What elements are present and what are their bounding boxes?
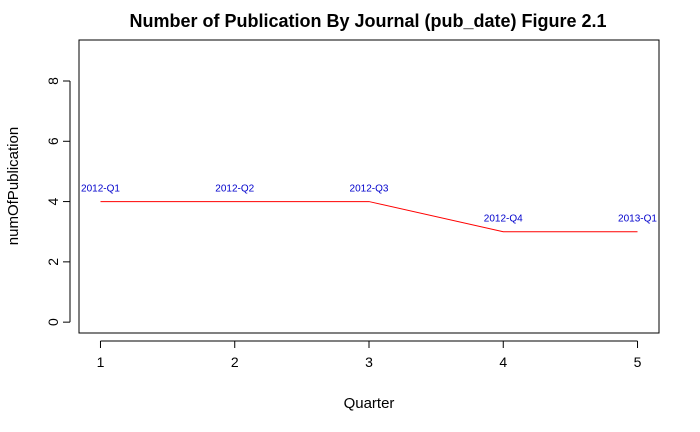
y-tick-label: 0 [45, 318, 61, 326]
y-tick-label: 2 [45, 258, 61, 266]
y-tick-label: 8 [45, 77, 61, 85]
x-tick-label: 3 [365, 354, 373, 370]
data-label: 2013-Q1 [618, 214, 657, 225]
x-axis-label: Quarter [344, 395, 395, 412]
x-tick-label: 5 [634, 354, 642, 370]
data-label: 2012-Q1 [81, 184, 120, 195]
y-axis-label: numOfPublication [5, 127, 22, 245]
y-tick-label: 6 [45, 137, 61, 145]
series-group [100, 201, 638, 233]
x-tick-label: 1 [97, 354, 105, 370]
data-label: 2012-Q2 [215, 184, 254, 195]
series-line [100, 201, 638, 233]
plot-area [78, 39, 660, 334]
x-axis: 1 2 3 4 5 [97, 340, 642, 370]
y-axis: 0 2 4 6 8 [45, 77, 71, 326]
x-tick-label: 2 [231, 354, 239, 370]
data-label: 2012-Q3 [350, 184, 389, 195]
point-labels: 2012-Q1 2012-Q2 2012-Q3 2012-Q4 2013-Q1 [81, 184, 657, 225]
data-label: 2012-Q4 [484, 214, 523, 225]
y-tick-label: 4 [45, 197, 61, 205]
chart-title: Number of Publication By Journal (pub_da… [129, 11, 606, 31]
x-tick-label: 4 [499, 354, 507, 370]
